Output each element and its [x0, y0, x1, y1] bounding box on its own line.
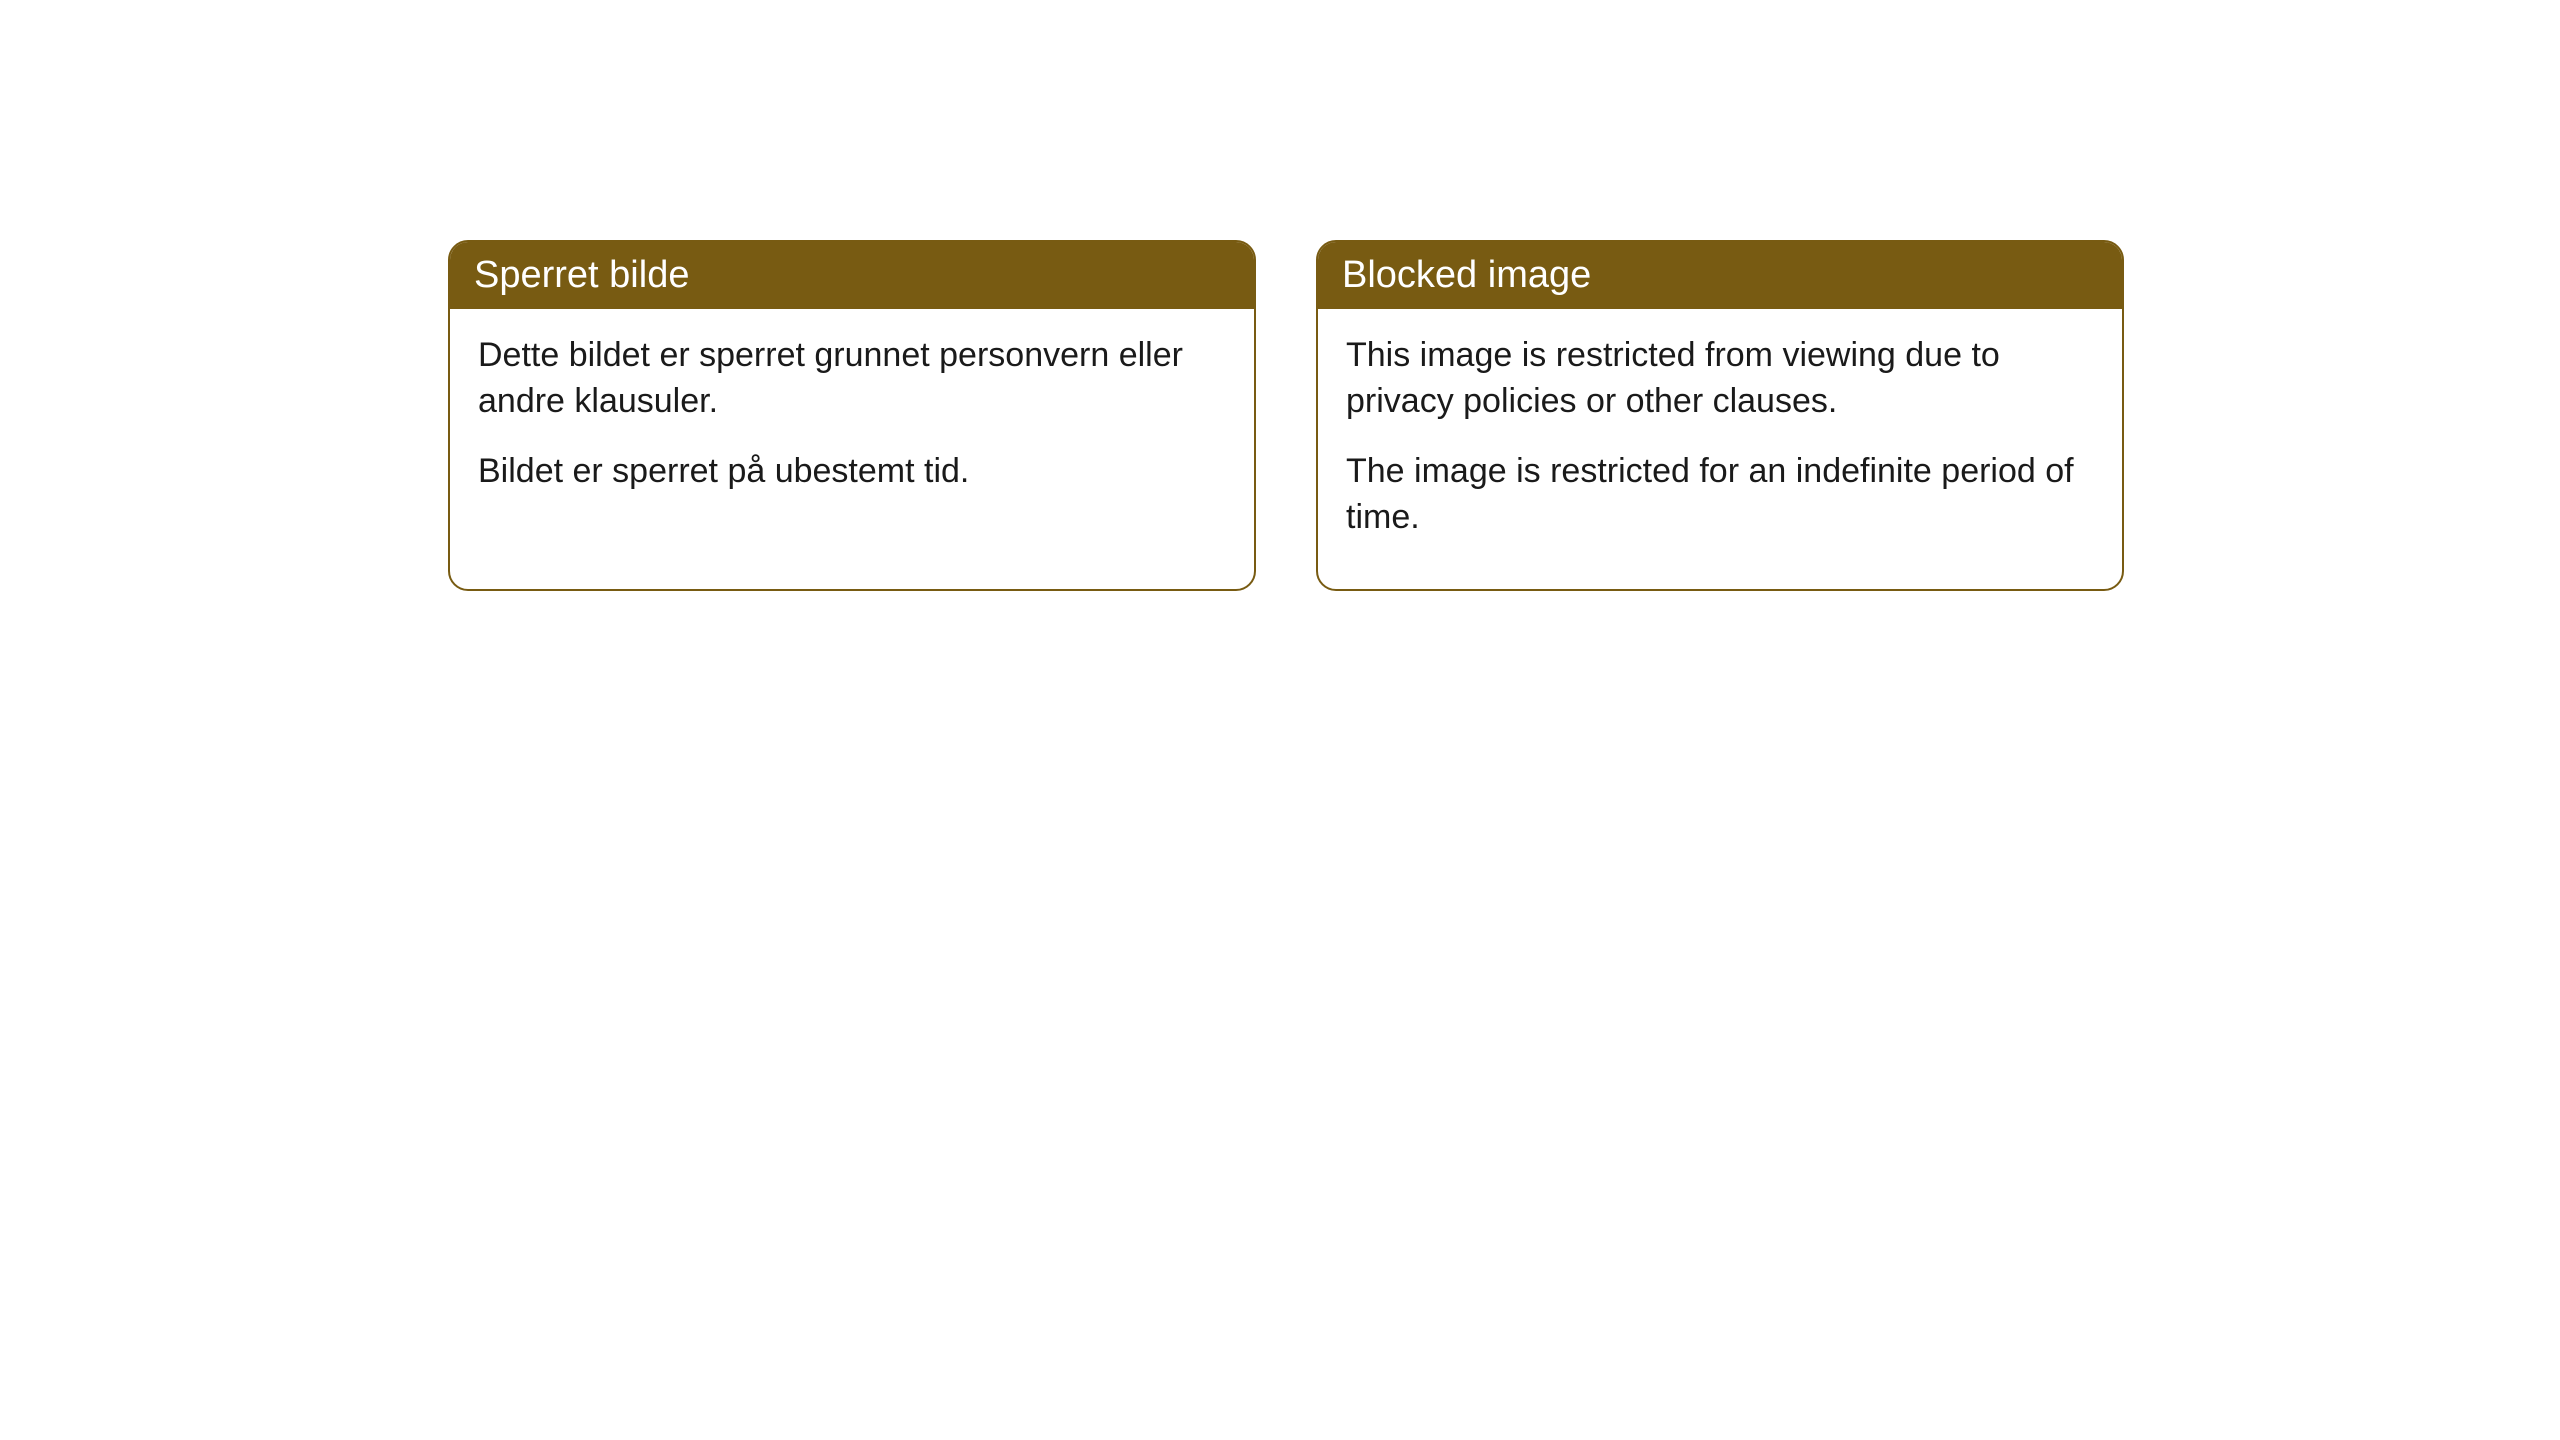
card-body-en: This image is restricted from viewing du… — [1318, 309, 2122, 589]
card-title-en: Blocked image — [1342, 254, 1591, 296]
card-title-no: Sperret bilde — [474, 254, 689, 296]
card-header-no: Sperret bilde — [450, 242, 1254, 309]
card-text-en-2: The image is restricted for an indefinit… — [1346, 449, 2094, 541]
cards-container: Sperret bilde Dette bildet er sperret gr… — [0, 0, 2560, 591]
card-text-no-2: Bildet er sperret på ubestemt tid. — [478, 449, 1226, 495]
card-text-en-1: This image is restricted from viewing du… — [1346, 333, 2094, 425]
card-text-no-1: Dette bildet er sperret grunnet personve… — [478, 333, 1226, 425]
card-body-no: Dette bildet er sperret grunnet personve… — [450, 309, 1254, 543]
card-header-en: Blocked image — [1318, 242, 2122, 309]
blocked-image-card-en: Blocked image This image is restricted f… — [1316, 240, 2124, 591]
blocked-image-card-no: Sperret bilde Dette bildet er sperret gr… — [448, 240, 1256, 591]
